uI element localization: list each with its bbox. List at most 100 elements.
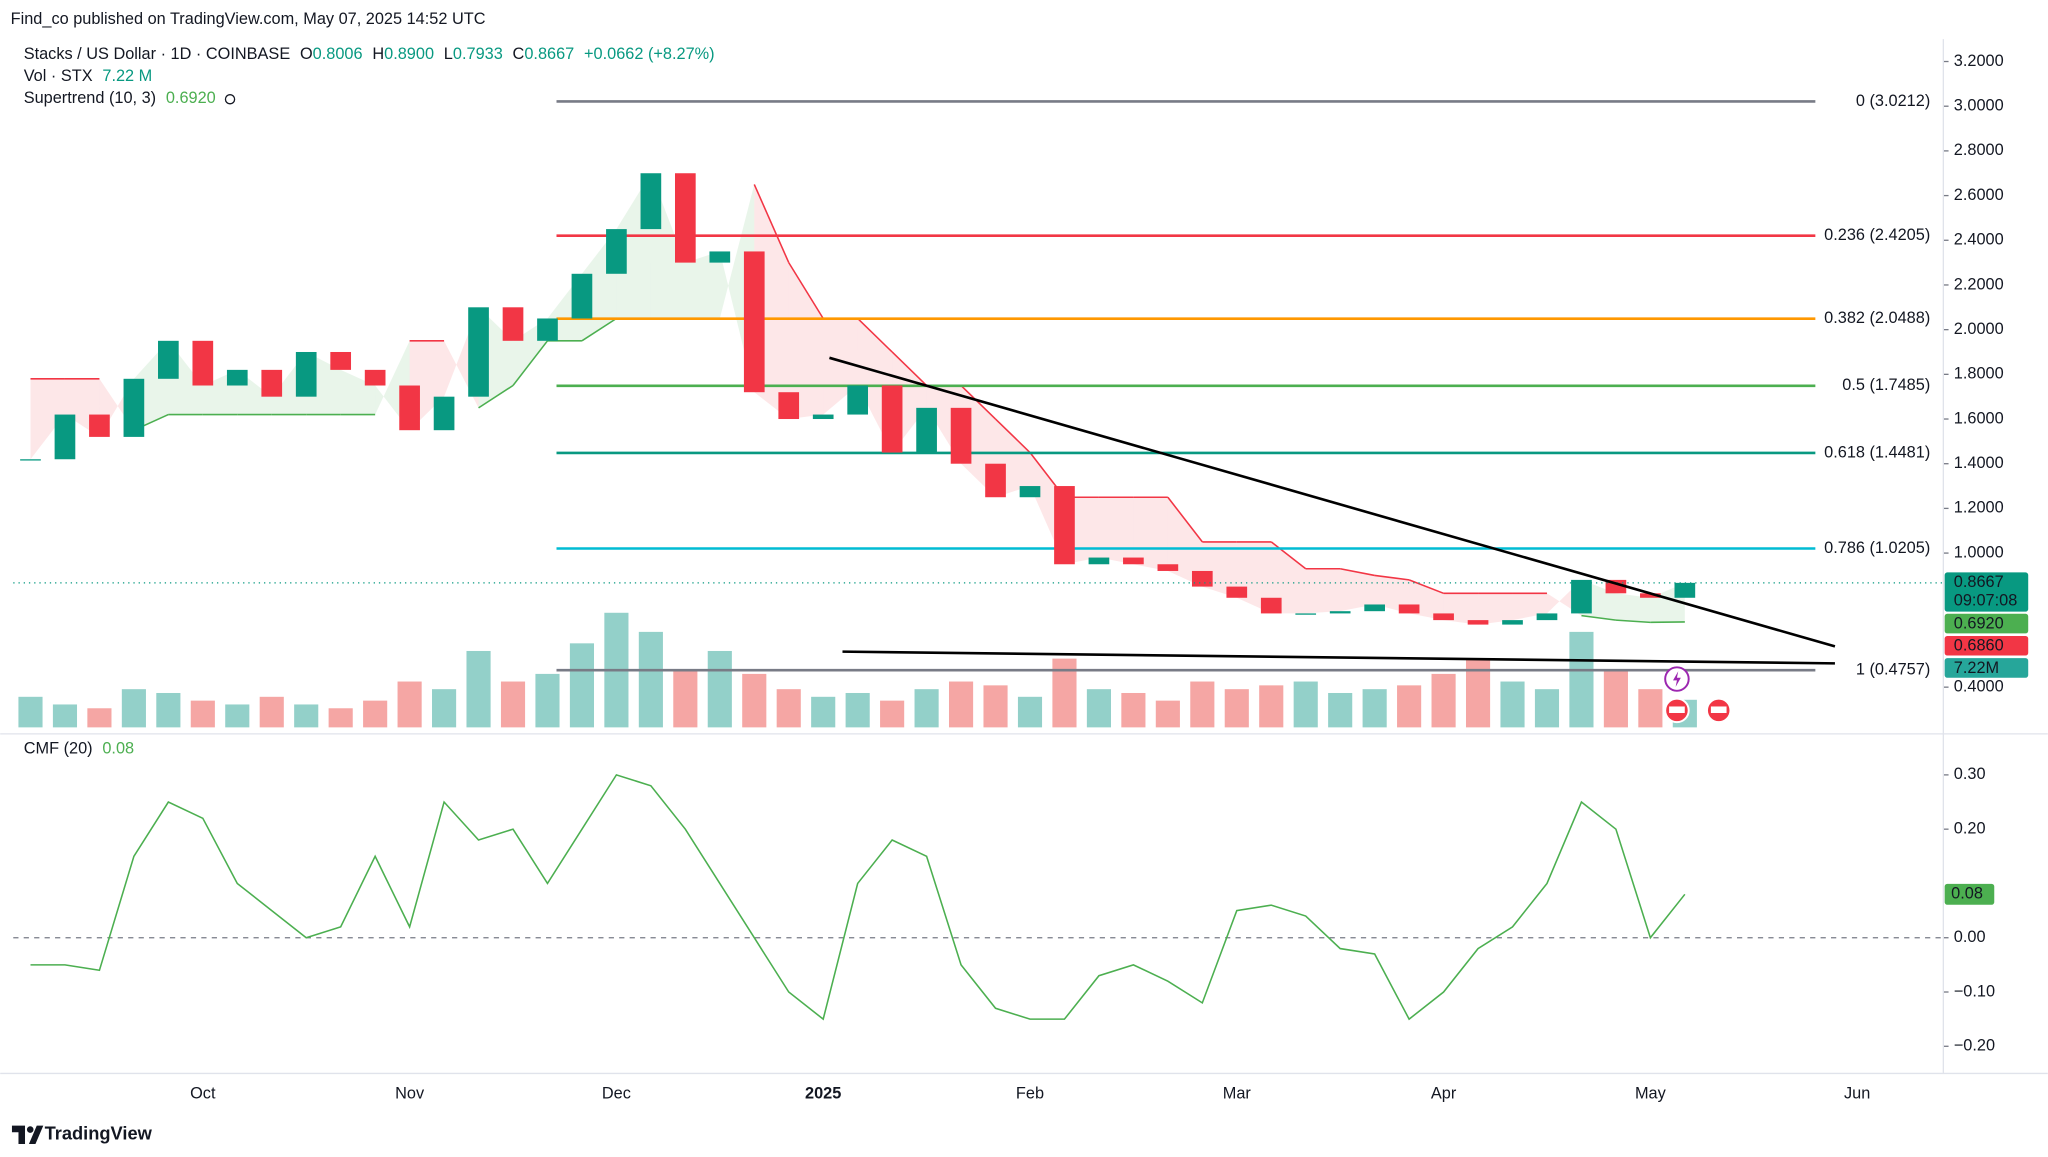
supertrend-title: Supertrend (10, 3) <box>24 90 156 108</box>
volume-bar <box>811 696 836 728</box>
volume-bar <box>776 689 801 728</box>
price-body <box>1536 613 1558 621</box>
volume-bar <box>1190 681 1215 728</box>
volume-bar <box>1431 673 1456 728</box>
legend-key: L <box>444 45 453 63</box>
supertrend-line <box>1270 541 1307 570</box>
supertrend-line <box>994 418 1031 454</box>
price-body <box>537 318 558 341</box>
volume-value: 7.22 M <box>102 67 152 85</box>
price-body <box>1364 604 1385 612</box>
volume-bar <box>432 689 457 728</box>
volume-bar <box>983 685 1008 728</box>
legend-change: +0.0662 (+8.27%) <box>584 45 715 63</box>
supertrend-line <box>1581 614 1617 621</box>
volume-bar <box>1362 689 1387 728</box>
price-body <box>1502 620 1523 625</box>
price-body <box>123 378 145 437</box>
volume-bar <box>880 700 905 728</box>
volume-bar <box>1052 658 1077 728</box>
volume-bar <box>121 689 146 728</box>
legend-key: C <box>513 45 525 63</box>
y-tick-label: 2.8000 <box>1954 141 2004 159</box>
volume-bar <box>1155 700 1180 728</box>
price-body <box>1295 613 1317 615</box>
x-tick-label: Oct <box>190 1085 216 1103</box>
price-body <box>1571 579 1592 614</box>
price-body <box>916 407 937 453</box>
supertrend-fill <box>30 378 65 460</box>
volume-bar <box>673 670 698 728</box>
price-body <box>812 414 834 420</box>
symbol-title: Stacks / US Dollar · 1D · COINBASE <box>24 45 291 63</box>
price-body <box>158 340 179 379</box>
fib-label: 0.618 (1.4481) <box>1824 443 1930 461</box>
price-badge-label: 0.6920 <box>1954 615 2004 633</box>
supertrend-line <box>788 262 824 319</box>
x-tick-label: 2025 <box>805 1085 841 1103</box>
supertrend-line <box>753 184 790 263</box>
supertrend-line <box>512 340 549 386</box>
volume-bar <box>328 708 353 728</box>
volume-bar <box>569 643 595 728</box>
price-body <box>330 351 352 370</box>
published-note: Find_co published on TradingView.com, Ma… <box>11 10 486 28</box>
volume-legend: Vol · STX 7.22 M <box>24 67 153 85</box>
price-body <box>1674 582 1696 598</box>
supertrend-legend: Supertrend (10, 3) 0.6920 <box>24 90 216 108</box>
legend-value: 0.7933 <box>453 45 503 63</box>
y-tick-label: 3.0000 <box>1954 97 2004 115</box>
price-body <box>1019 486 1041 498</box>
x-tick-label: Jun <box>1844 1085 1870 1103</box>
x-tick-label: Nov <box>395 1085 425 1103</box>
volume-bar <box>190 700 215 728</box>
price-body <box>709 251 731 263</box>
price-body <box>261 369 283 397</box>
volume-bar <box>1017 696 1043 728</box>
supertrend-line <box>1167 496 1203 543</box>
price-body <box>399 385 420 431</box>
supertrend-fill <box>1478 593 1513 625</box>
supertrend-line <box>1408 579 1444 595</box>
x-tick-label: Feb <box>1016 1085 1044 1103</box>
price-body <box>743 251 765 393</box>
volume-bar <box>1465 658 1491 728</box>
lightning-icon <box>1673 671 1681 687</box>
legend-value: 0.8006 <box>313 45 363 63</box>
legend-key: H <box>372 45 384 63</box>
fib-label: 1 (0.4757) <box>1856 661 1930 679</box>
price-body <box>433 396 455 431</box>
price-body <box>1226 586 1248 598</box>
x-tick-label: Apr <box>1431 1085 1457 1103</box>
price-body <box>1157 564 1179 571</box>
volume-bar <box>1569 631 1594 728</box>
volume-bar <box>87 708 112 728</box>
volume-bar <box>259 696 284 728</box>
price-body <box>847 385 869 415</box>
volume-bar <box>294 704 319 728</box>
cmf-badge-label: 0.08 <box>1951 885 1983 903</box>
volume-bar <box>363 700 388 728</box>
volume-bar <box>914 689 939 728</box>
x-tick-label: Mar <box>1223 1085 1252 1103</box>
price-body <box>364 369 386 386</box>
y-tick-label: 2.0000 <box>1954 320 2004 338</box>
volume-bar <box>1086 689 1111 728</box>
y-tick-label: 0.4000 <box>1954 677 2004 695</box>
price-body <box>1467 620 1489 625</box>
visibility-icon[interactable] <box>224 94 236 105</box>
cmf-line <box>30 773 1686 1021</box>
price-body <box>881 385 903 453</box>
tradingview-logo-dot <box>26 1126 34 1133</box>
cmf-legend: CMF (20) 0.08 <box>24 740 134 758</box>
price-body <box>778 392 800 420</box>
supertrend-line <box>857 317 893 353</box>
y-tick-label: 2.4000 <box>1954 231 2004 249</box>
cmf-value: 0.08 <box>102 740 134 758</box>
price-body <box>20 459 41 461</box>
price-badge-label: 0.6860 <box>1954 637 2004 655</box>
supertrend-line <box>1374 574 1410 581</box>
supertrend-value: 0.6920 <box>166 90 216 108</box>
price-body <box>674 173 696 263</box>
